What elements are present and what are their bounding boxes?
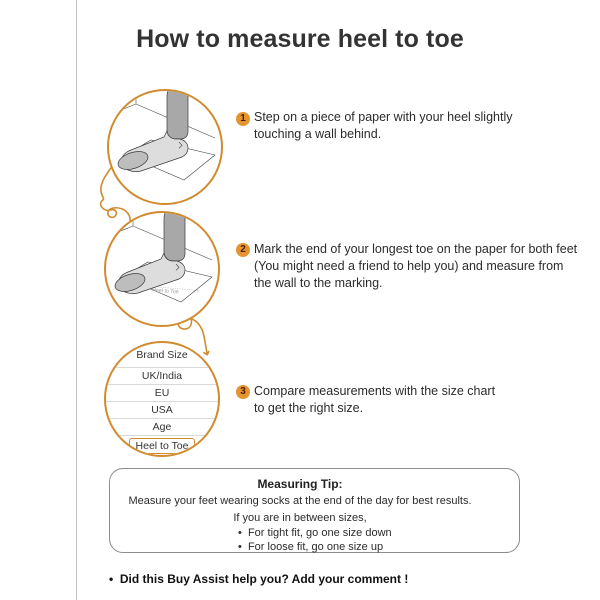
svg-text:Heel to Toe: Heel to Toe	[152, 287, 179, 295]
